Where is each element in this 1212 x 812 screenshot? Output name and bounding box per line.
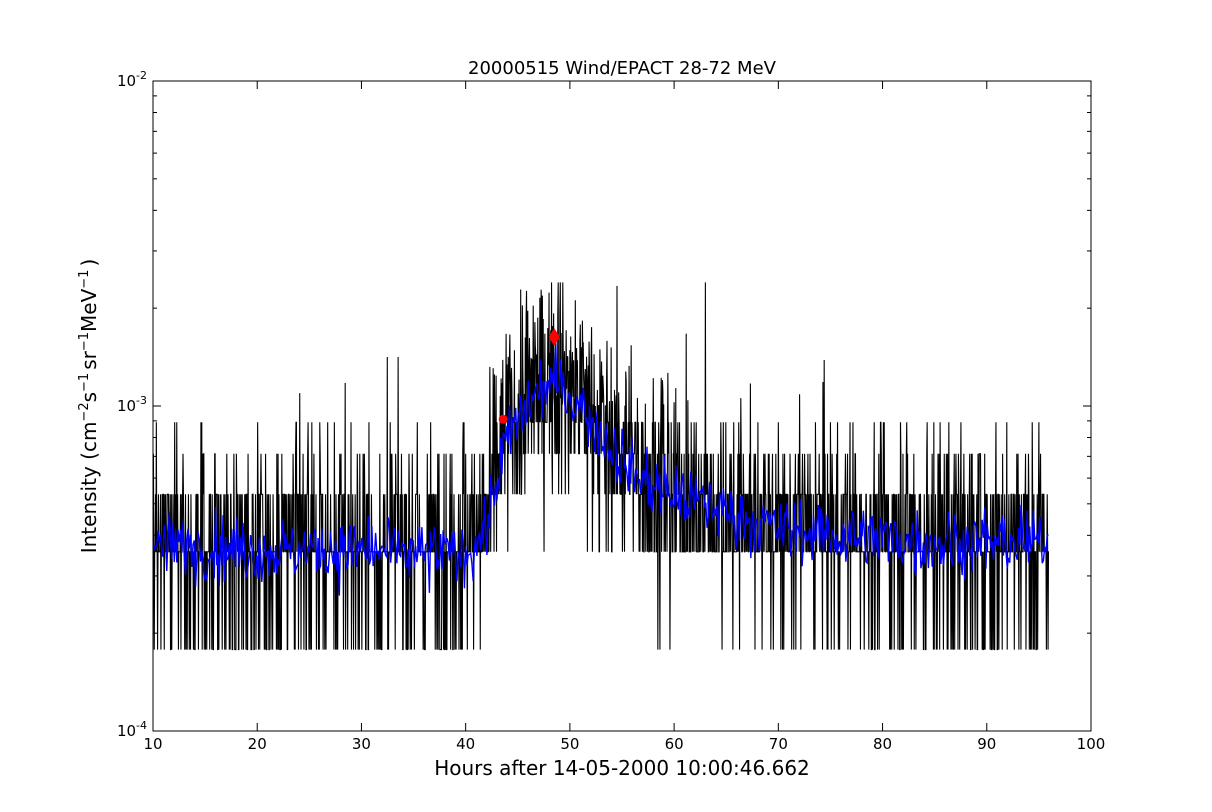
- y-axis-label: Intensity (cm−2s−1sr−1MeV−1): [77, 259, 101, 554]
- x-tick-label: 30: [352, 735, 371, 753]
- x-tick-label: 80: [873, 735, 892, 753]
- y-tick-label: 10-2: [117, 69, 147, 90]
- y-tick-label: 10-3: [117, 394, 147, 415]
- y-label-exponent: −1: [77, 373, 92, 392]
- y-label-exponent: −1: [77, 270, 92, 289]
- onset-marker: [498, 414, 508, 424]
- series-smoothed-line: [153, 340, 1049, 596]
- tick-layer: 10 20 30 40 50 60 70 80 90 100 10-4 10-3 10-2: [117, 69, 1105, 753]
- x-tick-label: 50: [560, 735, 579, 753]
- x-tick-label: 90: [977, 735, 996, 753]
- x-axis-label: Hours after 14-05-2000 10:00:46.662: [434, 756, 810, 780]
- y-tick-label: 10-4: [117, 719, 147, 740]
- y-label-part: sr: [77, 350, 101, 369]
- marker-layer: [498, 328, 560, 424]
- chart-title: 20000515 Wind/EPACT 28-72 MeV: [468, 58, 777, 79]
- x-tick-label: 70: [769, 735, 788, 753]
- y-label-exponent: −2: [77, 402, 92, 421]
- y-label-part: Intensity (cm: [77, 422, 101, 554]
- x-tick-label: 10: [143, 735, 162, 753]
- x-tick-label: 20: [248, 735, 267, 753]
- peak-marker: [548, 328, 560, 346]
- x-tick-label: 60: [665, 735, 684, 753]
- y-label-exponent: −1: [77, 332, 92, 351]
- plot-area: [153, 81, 1091, 731]
- y-label-part: s: [77, 392, 101, 402]
- x-tick-label: 100: [1077, 735, 1106, 753]
- series-layer: [153, 282, 1050, 651]
- y-label-part: MeV: [77, 288, 101, 332]
- y-label-part: ): [77, 259, 101, 267]
- x-tick-label: 40: [456, 735, 475, 753]
